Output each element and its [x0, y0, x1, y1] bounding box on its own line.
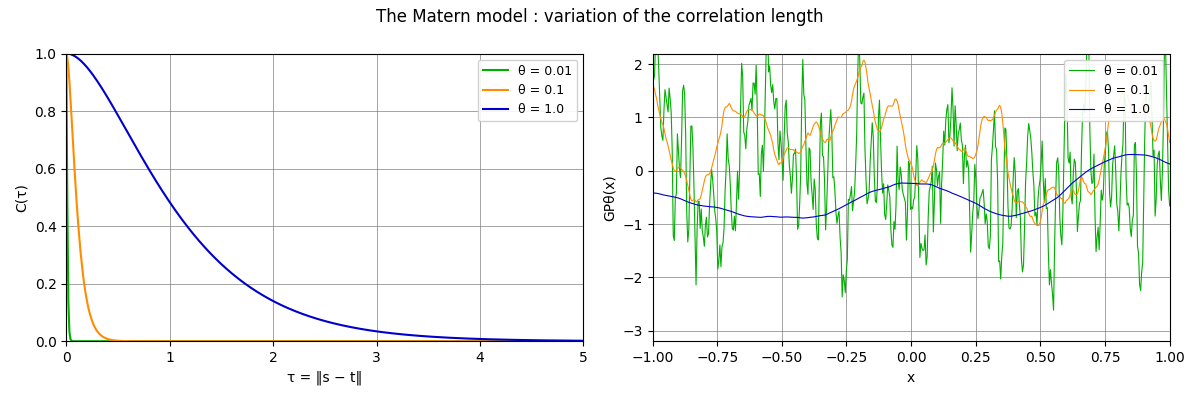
θ = 0.01 [505, 339, 520, 344]
θ = 1.0 [926, 183, 941, 188]
θ = 0.1 [895, 124, 910, 128]
θ = 1.0 [1163, 162, 1177, 166]
Line: θ = 0.1: θ = 0.1 [653, 60, 1170, 226]
θ = 0.1 [367, 339, 382, 344]
θ = 0.1 [338, 339, 353, 344]
θ = 0.01 [338, 339, 353, 344]
θ = 0.01 [646, 74, 660, 79]
θ = 1.0 [482, 337, 497, 342]
θ = 1.0 [1152, 157, 1166, 162]
Legend: θ = 0.01, θ = 0.1, θ = 1.0: θ = 0.01, θ = 0.1, θ = 1.0 [478, 60, 577, 121]
θ = 1.0 [59, 51, 73, 56]
θ = 1.0 [367, 328, 382, 333]
Text: The Matern model : variation of the correlation length: The Matern model : variation of the corr… [377, 8, 823, 26]
θ = 0.01 [1152, 149, 1166, 154]
θ = 0.1 [1163, 140, 1177, 145]
Line: θ = 0.01: θ = 0.01 [653, 0, 1170, 310]
θ = 0.1 [892, 108, 906, 113]
θ = 1.0 [1070, 176, 1085, 181]
θ = 1.0 [1127, 152, 1141, 157]
Legend: θ = 0.01, θ = 0.1, θ = 1.0: θ = 0.01, θ = 0.1, θ = 1.0 [1064, 60, 1163, 121]
θ = 1.0 [576, 338, 590, 343]
θ = 0.01 [1163, 204, 1177, 208]
θ = 0.01 [59, 51, 73, 56]
θ = 0.1 [576, 339, 590, 344]
θ = 0.01 [954, 137, 968, 142]
θ = 0.1 [482, 339, 497, 344]
θ = 0.01 [305, 339, 319, 344]
X-axis label: τ = ‖s − t‖: τ = ‖s − t‖ [287, 370, 362, 385]
θ = 0.01 [1046, 308, 1061, 312]
θ = 0.01 [565, 339, 580, 344]
θ = 1.0 [954, 194, 968, 199]
θ = 0.1 [307, 339, 322, 344]
θ = 1.0 [307, 316, 322, 320]
Line: θ = 1.0: θ = 1.0 [653, 154, 1170, 218]
θ = 0.01 [307, 339, 322, 344]
Line: θ = 0.1: θ = 0.1 [66, 54, 583, 341]
θ = 0.1 [857, 58, 871, 62]
θ = 0.01 [926, 230, 941, 234]
X-axis label: x: x [907, 370, 916, 384]
θ = 0.1 [305, 339, 319, 344]
θ = 0.01 [576, 339, 590, 344]
θ = 1.0 [305, 315, 319, 320]
θ = 0.1 [1030, 223, 1044, 228]
θ = 0.1 [954, 149, 968, 154]
θ = 0.1 [1152, 125, 1166, 130]
θ = 0.01 [895, 187, 910, 192]
θ = 1.0 [796, 216, 810, 220]
θ = 1.0 [338, 324, 353, 328]
Line: θ = 0.01: θ = 0.01 [66, 54, 583, 341]
θ = 1.0 [564, 338, 578, 343]
θ = 0.1 [646, 82, 660, 86]
θ = 0.01 [1072, 214, 1086, 219]
θ = 0.1 [564, 339, 578, 344]
Y-axis label: C(τ): C(τ) [16, 183, 29, 212]
θ = 0.01 [367, 339, 382, 344]
Y-axis label: GPθ(x): GPθ(x) [602, 174, 617, 221]
θ = 0.1 [926, 164, 941, 168]
θ = 1.0 [895, 181, 910, 186]
Line: θ = 1.0: θ = 1.0 [66, 54, 583, 341]
θ = 0.01 [892, 187, 906, 192]
θ = 1.0 [892, 181, 906, 186]
θ = 0.01 [482, 339, 497, 344]
θ = 0.1 [59, 51, 73, 56]
θ = 0.1 [1072, 188, 1086, 193]
θ = 1.0 [646, 190, 660, 195]
